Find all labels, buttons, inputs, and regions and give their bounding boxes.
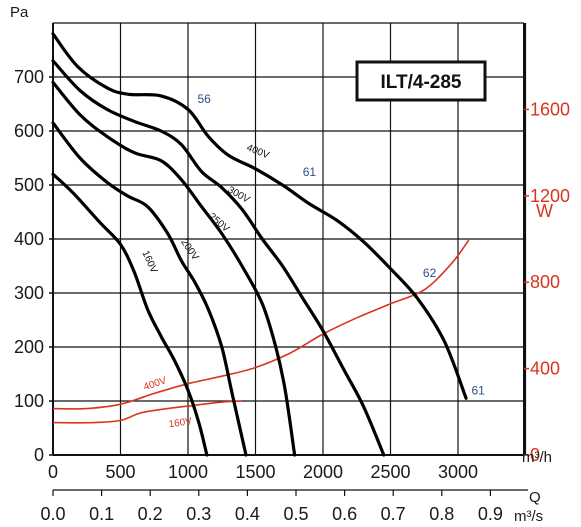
x-tick-label-m3h: 3000 [438,462,478,482]
pressure-curve-200V [51,121,248,457]
y-left-tick-label: 600 [14,121,44,141]
y-left-tick-label: 500 [14,175,44,195]
power-curve-label: 160V [168,416,193,430]
power-curve-400V [52,239,470,410]
efficiency-label: 56 [197,92,211,106]
chart-title: ILT/4-285 [381,72,462,93]
x-tick-label-m3h: 0 [48,462,58,482]
y-right-tick-label: 1200 [530,186,570,206]
x-unit-bottom: m³/s [514,508,543,525]
x-tick-label-m3s: 0.6 [332,504,357,524]
x-tick-label-m3h: 500 [105,462,135,482]
power-curve-160V [52,400,243,424]
x-tick-label-m3s: 0.7 [381,504,406,524]
pressure-curve-160V [51,172,209,457]
efficiency-label: 61 [303,165,317,179]
x-tick-label-m3h: 1000 [168,462,208,482]
pressure-curve-400V [51,32,468,400]
pressure-curves [51,32,468,457]
x-tick-label-m3h: 1500 [235,462,275,482]
pressure-curve-300V [51,59,386,457]
y-right-tick-label: 400 [530,359,560,379]
x-tick-label-m3s: 0.5 [283,504,308,524]
pressure-curve-label: 160V [139,249,159,275]
y-right-tick-label: 800 [530,272,560,292]
pressure-curve-label: 400V [245,142,271,161]
x-tick-label-m3h: 2500 [370,462,410,482]
x-axis-label: Q [529,489,541,506]
y-right-unit: W [536,201,553,221]
x-tick-label-m3s: 0.9 [478,504,503,524]
x-unit-top: m³/h [522,449,552,466]
y-right-tick-label: 1600 [530,99,570,119]
x-tick-label-m3s: 0.4 [235,504,260,524]
y-left-tick-label: 300 [14,283,44,303]
y-left-unit: Pa [10,4,29,21]
y-left-tick-label: 200 [14,337,44,357]
efficiency-label: 62 [423,266,437,280]
y-left-tick-label: 400 [14,229,44,249]
x-tick-label-m3s: 0.3 [186,504,211,524]
axes: 0 100 200 300 400 500 600 700 0 400 800 1200 1600 0 50… [14,23,570,524]
power-curves [52,239,470,424]
efficiency-label: 61 [472,384,486,398]
title-box: ILT/4-285 [355,60,487,102]
y-right-tick-label: 0 [530,445,540,465]
x-tick-label-m3s: 0.1 [89,504,114,524]
x-tick-label-m3s: 0.2 [138,504,163,524]
y-left-tick-label: 100 [14,391,44,411]
x-tick-label-m3s: 0.0 [40,504,65,524]
x-tick-label-m3h: 2000 [303,462,343,482]
x-tick-label-m3s: 0.8 [429,504,454,524]
y-left-tick-label: 0 [34,445,44,465]
pressure-curve-250V [51,80,297,457]
pressure-curve-label: 300V [226,185,252,206]
y-left-tick-label: 700 [14,67,44,87]
